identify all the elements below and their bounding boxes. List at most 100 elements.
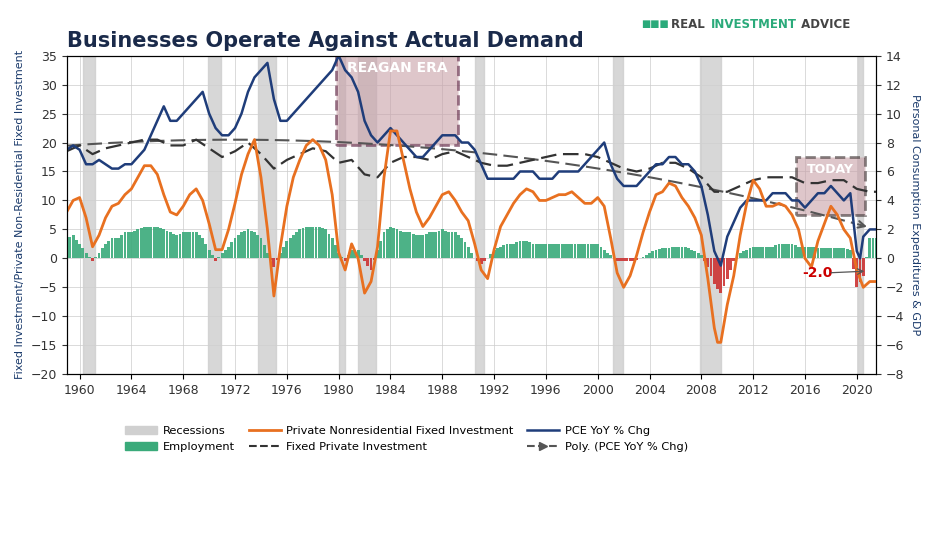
Bar bbox=[137, 230, 139, 258]
Bar bbox=[477, 258, 480, 261]
Bar bbox=[422, 235, 424, 258]
Bar bbox=[577, 244, 580, 258]
Bar bbox=[169, 232, 172, 258]
Bar bbox=[83, 55, 94, 374]
Bar bbox=[813, 248, 816, 258]
Bar bbox=[612, 55, 623, 374]
Bar bbox=[628, 258, 631, 261]
Bar bbox=[85, 252, 88, 258]
Bar bbox=[564, 244, 567, 258]
Bar bbox=[470, 252, 473, 258]
Bar bbox=[681, 247, 683, 258]
Bar bbox=[237, 235, 239, 258]
Bar bbox=[79, 244, 81, 258]
Bar bbox=[380, 241, 382, 258]
Bar bbox=[367, 258, 369, 265]
Bar bbox=[451, 232, 453, 258]
Bar bbox=[736, 257, 739, 258]
Bar bbox=[211, 256, 214, 258]
Bar bbox=[544, 244, 547, 258]
Bar bbox=[253, 232, 256, 258]
Bar bbox=[603, 250, 606, 258]
Bar bbox=[347, 256, 350, 258]
Bar bbox=[522, 241, 525, 258]
Bar bbox=[453, 232, 456, 258]
Bar bbox=[94, 257, 97, 258]
Bar bbox=[858, 258, 861, 282]
Bar bbox=[648, 252, 651, 258]
Bar bbox=[176, 235, 179, 258]
Bar bbox=[531, 244, 535, 258]
Bar bbox=[794, 245, 797, 258]
Bar bbox=[729, 258, 732, 270]
Bar bbox=[373, 258, 376, 260]
Bar bbox=[781, 244, 784, 258]
Bar bbox=[833, 248, 836, 258]
Bar bbox=[528, 243, 531, 258]
Bar bbox=[250, 231, 252, 258]
Bar bbox=[712, 258, 715, 285]
Bar bbox=[661, 248, 664, 258]
Bar bbox=[435, 232, 438, 258]
Bar bbox=[208, 250, 210, 258]
Bar bbox=[181, 232, 184, 258]
Bar bbox=[279, 252, 281, 258]
Bar bbox=[807, 247, 810, 258]
Bar bbox=[784, 244, 787, 258]
Bar bbox=[396, 230, 398, 258]
Y-axis label: Personal Consumption Expenditures & GDP: Personal Consumption Expenditures & GDP bbox=[910, 94, 920, 336]
Bar bbox=[65, 238, 68, 258]
Bar bbox=[668, 248, 670, 258]
Bar bbox=[483, 258, 486, 261]
Bar bbox=[857, 55, 863, 374]
Bar bbox=[402, 232, 405, 258]
Bar bbox=[327, 234, 330, 258]
Bar bbox=[616, 258, 619, 261]
Y-axis label: Fixed Investment/Private Non-Residential Fixed Investment: Fixed Investment/Private Non-Residential… bbox=[15, 51, 25, 380]
Bar bbox=[104, 244, 107, 258]
Bar bbox=[632, 258, 635, 261]
Bar bbox=[551, 244, 554, 258]
Bar bbox=[363, 258, 366, 261]
Bar bbox=[460, 238, 463, 258]
Bar bbox=[218, 257, 221, 258]
Bar bbox=[525, 241, 528, 258]
Bar bbox=[674, 247, 677, 258]
Text: ADVICE: ADVICE bbox=[797, 18, 850, 31]
Bar bbox=[690, 250, 693, 258]
Bar bbox=[467, 247, 469, 258]
Bar bbox=[758, 247, 761, 258]
Bar bbox=[787, 244, 790, 258]
Bar bbox=[856, 258, 858, 287]
Bar bbox=[700, 55, 721, 374]
Bar bbox=[568, 244, 570, 258]
Bar bbox=[298, 230, 301, 258]
Legend: Recessions, Employment, Private Nonresidential Fixed Investment, Fixed Private I: Recessions, Employment, Private Nonresid… bbox=[121, 421, 693, 456]
Bar bbox=[664, 248, 668, 258]
Bar bbox=[309, 226, 311, 258]
Bar bbox=[869, 238, 871, 258]
Bar bbox=[652, 251, 654, 258]
Bar bbox=[512, 244, 515, 258]
Bar bbox=[214, 258, 217, 261]
Bar bbox=[382, 232, 385, 258]
Bar bbox=[619, 258, 622, 261]
Bar bbox=[344, 258, 347, 261]
Bar bbox=[263, 245, 266, 258]
Bar bbox=[302, 228, 305, 258]
Bar bbox=[194, 232, 197, 258]
Bar bbox=[796, 157, 865, 215]
Bar bbox=[583, 244, 586, 258]
Bar bbox=[645, 255, 648, 258]
Bar bbox=[424, 234, 427, 258]
Bar bbox=[502, 245, 505, 258]
Bar bbox=[683, 248, 686, 258]
Bar bbox=[749, 248, 752, 258]
Bar bbox=[464, 243, 467, 258]
Bar bbox=[778, 244, 781, 258]
Bar bbox=[444, 231, 447, 258]
Bar bbox=[305, 226, 308, 258]
Bar bbox=[386, 230, 389, 258]
Bar bbox=[269, 258, 272, 260]
Bar bbox=[771, 247, 774, 258]
